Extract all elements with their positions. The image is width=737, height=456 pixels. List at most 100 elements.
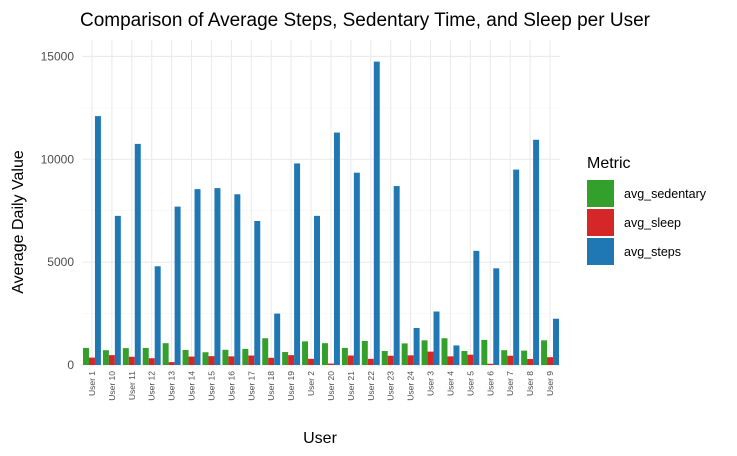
bar-avg_sedentary xyxy=(421,340,428,365)
x-tick-label: User 19 xyxy=(286,371,296,401)
bar-avg_sleep xyxy=(288,355,295,365)
x-axis-ticks: User 1 User 10 User 11 User 12 User 13 User 1… xyxy=(87,371,555,401)
bar-avg_sleep xyxy=(507,355,514,365)
bar-avg_steps xyxy=(274,313,281,365)
y-tick-label: 15000 xyxy=(41,49,75,63)
bar-avg_sedentary xyxy=(262,338,269,365)
bar-avg_sedentary xyxy=(302,341,309,365)
x-tick-label: User 16 xyxy=(226,371,236,401)
bar-avg_steps xyxy=(174,206,181,365)
bar-avg_sedentary xyxy=(122,348,129,365)
chart-title: Comparison of Average Steps, Sedentary T… xyxy=(80,10,651,31)
bar-avg_sleep xyxy=(447,356,454,365)
bar-avg_sleep xyxy=(547,357,554,365)
bar-avg_sleep xyxy=(148,358,155,365)
bar-avg_sleep xyxy=(347,355,354,365)
y-axis-title: Average Daily Value xyxy=(10,150,27,294)
x-tick-label: User 1 xyxy=(87,371,97,396)
bar-avg_steps xyxy=(134,143,141,365)
y-tick-label: 0 xyxy=(67,358,74,372)
bar-avg_steps xyxy=(333,132,340,365)
legend-title: Metric xyxy=(587,155,631,172)
x-tick-label: User 12 xyxy=(147,371,157,401)
bar-avg_sleep xyxy=(88,357,95,365)
x-tick-label: User 2 xyxy=(306,371,316,396)
legend-label: avg_steps xyxy=(624,245,681,259)
bar-avg_steps xyxy=(493,268,500,365)
bar-avg_sedentary xyxy=(102,350,109,365)
bar-avg_steps xyxy=(194,189,201,365)
x-tick-label: User 9 xyxy=(545,371,555,396)
bar-avg_sedentary xyxy=(521,350,528,365)
bar-avg_steps xyxy=(433,311,440,365)
bar-avg_steps xyxy=(214,188,221,365)
bar-avg_steps xyxy=(234,194,241,365)
x-tick-label: User 8 xyxy=(525,371,535,396)
x-tick-label: User 15 xyxy=(206,371,216,401)
bar-avg_steps xyxy=(154,266,161,365)
bar-avg_sedentary xyxy=(541,340,548,365)
bar-avg_sleep xyxy=(228,356,235,365)
x-tick-label: User 18 xyxy=(266,371,276,401)
x-tick-label: User 6 xyxy=(485,371,495,396)
bar-avg_sleep xyxy=(108,355,115,365)
bar-avg_sleep xyxy=(527,359,534,365)
x-tick-label: User 7 xyxy=(505,371,515,396)
bar-avg_steps xyxy=(373,61,380,365)
bar-avg_sleep xyxy=(427,351,434,365)
bar-avg_sedentary xyxy=(162,343,169,365)
bar-avg_sleep xyxy=(487,363,494,365)
bar-avg_sleep xyxy=(407,355,414,365)
bar-avg_sedentary xyxy=(401,343,408,365)
bar-avg_sedentary xyxy=(461,351,468,365)
x-tick-label: User 11 xyxy=(127,371,137,400)
x-tick-label: User 13 xyxy=(167,371,177,401)
y-tick-label: 10000 xyxy=(41,152,75,166)
legend-label: avg_sedentary xyxy=(624,187,707,201)
bars xyxy=(82,61,560,365)
bar-avg_steps xyxy=(513,169,520,365)
legend-label: avg_sleep xyxy=(624,216,681,230)
x-tick-label: User 10 xyxy=(107,371,117,401)
legend-swatch xyxy=(587,180,614,207)
bar-avg_sedentary xyxy=(361,340,368,365)
bar-avg_sleep xyxy=(367,358,374,365)
x-tick-label: User 4 xyxy=(445,371,455,396)
x-axis-title: User xyxy=(303,430,337,447)
bar-avg_steps xyxy=(94,116,101,365)
bar-avg_sedentary xyxy=(321,343,328,365)
y-tick-label: 5000 xyxy=(47,255,74,269)
bar-avg_steps xyxy=(453,345,460,365)
bar-avg_sleep xyxy=(188,356,195,365)
bar-avg_sleep xyxy=(327,363,334,365)
bar-avg_sedentary xyxy=(441,338,448,365)
x-tick-label: User 20 xyxy=(326,371,336,401)
grid xyxy=(82,40,560,366)
bar-avg_sleep xyxy=(387,355,394,365)
y-axis-ticks: 0 5000 10000 15000 xyxy=(41,49,75,372)
legend-swatch xyxy=(587,209,614,236)
bar-avg_sedentary xyxy=(381,351,388,365)
x-tick-label: User 3 xyxy=(426,371,436,396)
x-tick-label: User 22 xyxy=(366,371,376,401)
bar-avg_sedentary xyxy=(341,347,348,365)
bar-avg_sedentary xyxy=(202,352,209,365)
x-tick-label: User 21 xyxy=(346,371,356,401)
x-tick-label: User 17 xyxy=(246,371,256,401)
bar-avg_steps xyxy=(413,327,420,365)
bar-avg_steps xyxy=(533,139,540,365)
legend: Metric avg_sedentary avg_sleep avg_steps xyxy=(587,155,707,265)
legend-swatch xyxy=(587,238,614,265)
bar-avg_steps xyxy=(473,250,480,365)
bar-avg_sleep xyxy=(128,356,135,365)
bar-avg_steps xyxy=(294,163,301,365)
bar-avg_steps xyxy=(254,221,261,365)
bar-avg_steps xyxy=(353,172,360,365)
bar-avg_sedentary xyxy=(481,339,488,365)
bar-avg_sleep xyxy=(208,356,215,365)
bar-avg_sedentary xyxy=(242,348,249,365)
bar-avg_steps xyxy=(114,215,121,365)
bar-avg_steps xyxy=(314,215,321,365)
bar-avg_sedentary xyxy=(501,350,508,365)
